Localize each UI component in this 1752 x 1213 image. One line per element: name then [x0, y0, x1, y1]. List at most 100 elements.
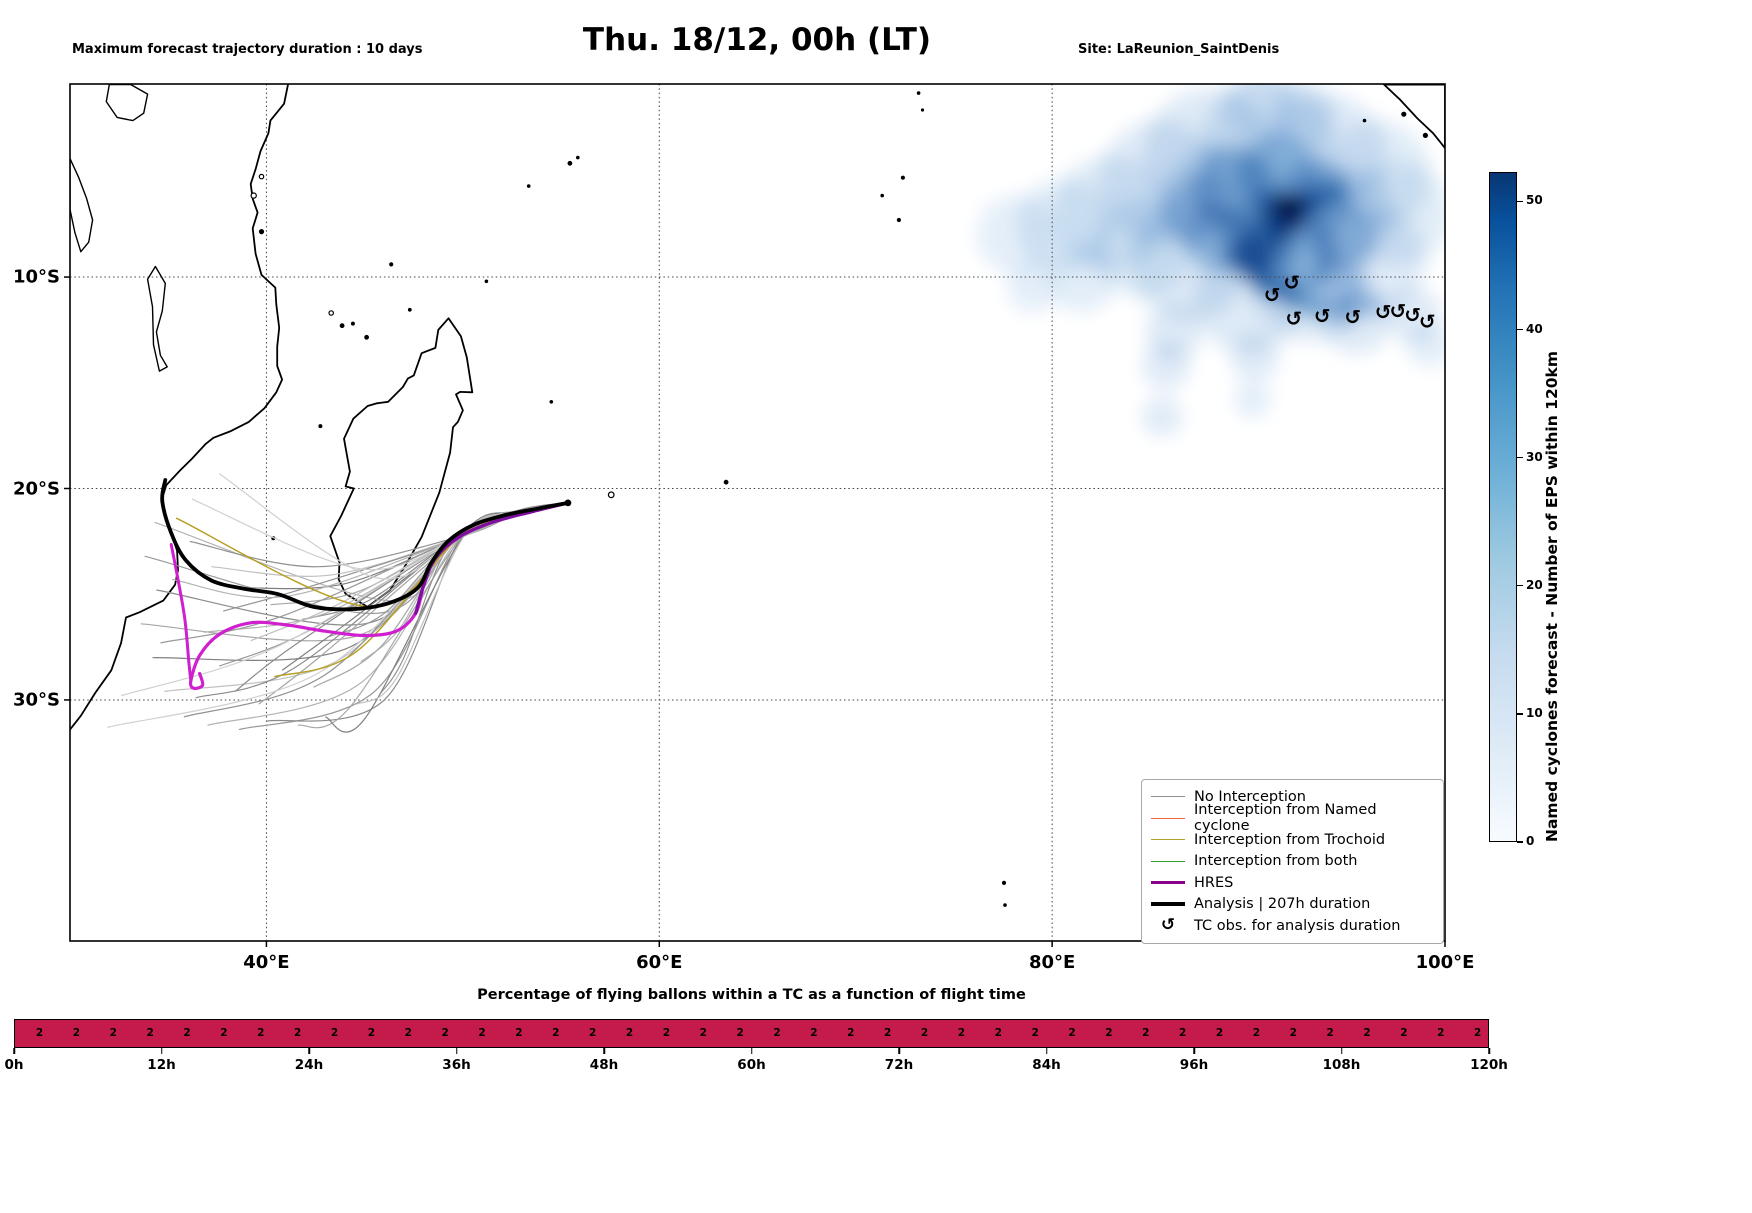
bar-value-label: 2 [1142, 1027, 1150, 1039]
bottom-axis-tick-label: 84h [1032, 1057, 1061, 1073]
island [318, 424, 323, 429]
tc-obs-symbols: ↺↺↺ ↺ ↺ ↺↺↺↺ [1264, 270, 1436, 333]
africa-coastline [70, 84, 289, 731]
bottom-axis-tick-label: 96h [1179, 1057, 1209, 1073]
colorbar-tickmark [1517, 200, 1523, 203]
island [339, 323, 345, 329]
bar-value-label: 2 [72, 1027, 81, 1039]
colorbar-tickmark [1517, 713, 1523, 715]
bottom-axis-tickmark [1340, 1048, 1343, 1054]
map-frame [69, 83, 1446, 942]
bar-value-label: 2 [920, 1027, 929, 1039]
bottom-axis-tickmark [160, 1048, 163, 1054]
island [880, 193, 885, 198]
bar-value-label: 2 [1031, 1027, 1039, 1039]
island [920, 108, 925, 112]
map-y-tick-label: 10°S [12, 266, 60, 288]
analysis-track [160, 478, 570, 612]
colorbar [1489, 172, 1517, 842]
bottom-axis-tick-label: 108h [1322, 1057, 1361, 1073]
bottom-axis-tick-label: 0h [4, 1057, 24, 1073]
tc-obs-icon: ↺ [1375, 300, 1392, 324]
bar-value-label: 2 [625, 1027, 634, 1039]
colorbar-tickmark [1517, 585, 1523, 587]
tc-obs-icon: ↺ [1390, 299, 1407, 323]
lake-outline [70, 157, 94, 253]
hres-track-dense-segment [414, 501, 570, 615]
gridlines [70, 84, 1445, 941]
colorbar-tick-label: 30 [1526, 449, 1543, 464]
colorbar-tickmark [1517, 456, 1523, 459]
legend-line-swatch [1151, 817, 1185, 819]
island [1401, 111, 1407, 117]
bottom-axis-tickmark [1488, 1048, 1490, 1054]
colorbar-tickmark [1517, 328, 1523, 331]
island [723, 479, 729, 485]
bar-value-label: 2 [736, 1027, 744, 1039]
bottom-axis-tickmark [898, 1048, 900, 1054]
bar-value-label: 2 [884, 1027, 892, 1039]
bar-value-label: 2 [810, 1027, 818, 1039]
bar-value-label: 2 [699, 1027, 707, 1039]
bar-value-label: 2 [35, 1027, 44, 1039]
bottom-axis-tickmark [308, 1048, 310, 1054]
bar-value-label: 2 [1252, 1027, 1261, 1039]
legend-line-swatch [1151, 881, 1185, 885]
island [1003, 903, 1007, 907]
bottom-axis-tick-label: 36h [442, 1057, 471, 1073]
island [350, 321, 355, 326]
bar-value-label: 2 [1179, 1027, 1187, 1039]
colorbar-tick-label: 10 [1526, 705, 1543, 720]
island [328, 310, 335, 316]
legend-line-swatch [1151, 796, 1185, 798]
main-tracks [160, 478, 572, 691]
island [607, 491, 615, 499]
bar-value-label: 2 [662, 1027, 671, 1039]
legend-item: Interception from Trochoid [1151, 829, 1434, 851]
legend-item: No Interception [1151, 786, 1434, 808]
bar-value-label: 2 [441, 1027, 449, 1039]
site-line: Site: LaReunion_SaintDenis [1078, 42, 1280, 57]
tc-obs-icon: ↺ [1264, 283, 1281, 307]
map-x-tick-label: 80°E [1028, 952, 1076, 973]
bar-value-label: 2 [1105, 1027, 1113, 1039]
legend-item: HRES [1151, 872, 1434, 894]
island [1362, 118, 1367, 123]
bar-value-label: 2 [294, 1027, 302, 1039]
balloon-percentage-bar: 2 2 2 2 2 2 2 2 2 2 2 2 2 2 2 2 2 2 2 2 2 2 2 2 2 2 2 2 2 2 2 2 2 2 2 2 2 2 2 2 [14, 1019, 1489, 1048]
island [1001, 880, 1007, 886]
island [1422, 132, 1429, 138]
island [389, 262, 394, 267]
legend-item: Interception from Named cyclone [1151, 802, 1434, 834]
sumatra-coastline [1383, 84, 1445, 149]
legend-item-label: HRES [1194, 874, 1234, 891]
bar-value-label: 2 [146, 1027, 154, 1039]
island [258, 173, 265, 180]
bar-value-label: 2 [1326, 1027, 1334, 1039]
map-x-tick-label: 40°E [243, 952, 290, 973]
bottom-axis-tickmark [455, 1048, 458, 1054]
island [916, 91, 921, 95]
bar-value-label: 2 [1437, 1027, 1445, 1039]
bar-value-label: 2 [589, 1027, 597, 1039]
bottom-axis-tick-label: 120h [1470, 1057, 1508, 1073]
bottom-axis-tickmark [750, 1048, 753, 1054]
lake-outline [146, 265, 168, 372]
island [549, 399, 554, 404]
bar-value-label: 2 [404, 1027, 412, 1039]
bar-value-label: 2 [257, 1027, 265, 1039]
island [567, 160, 573, 166]
island [900, 175, 906, 180]
legend-item-label: Interception from Named cyclone [1194, 802, 1377, 835]
legend-line-swatch [1151, 902, 1185, 907]
island [896, 217, 902, 223]
tc-obs-icon: ↺ [1344, 305, 1361, 329]
bar-value-label: 2 [552, 1027, 560, 1039]
bar-value-label: 2 [220, 1027, 228, 1039]
bar-value-label: 2 [1400, 1027, 1408, 1039]
island [364, 334, 370, 340]
island [407, 307, 412, 312]
island [250, 192, 257, 199]
